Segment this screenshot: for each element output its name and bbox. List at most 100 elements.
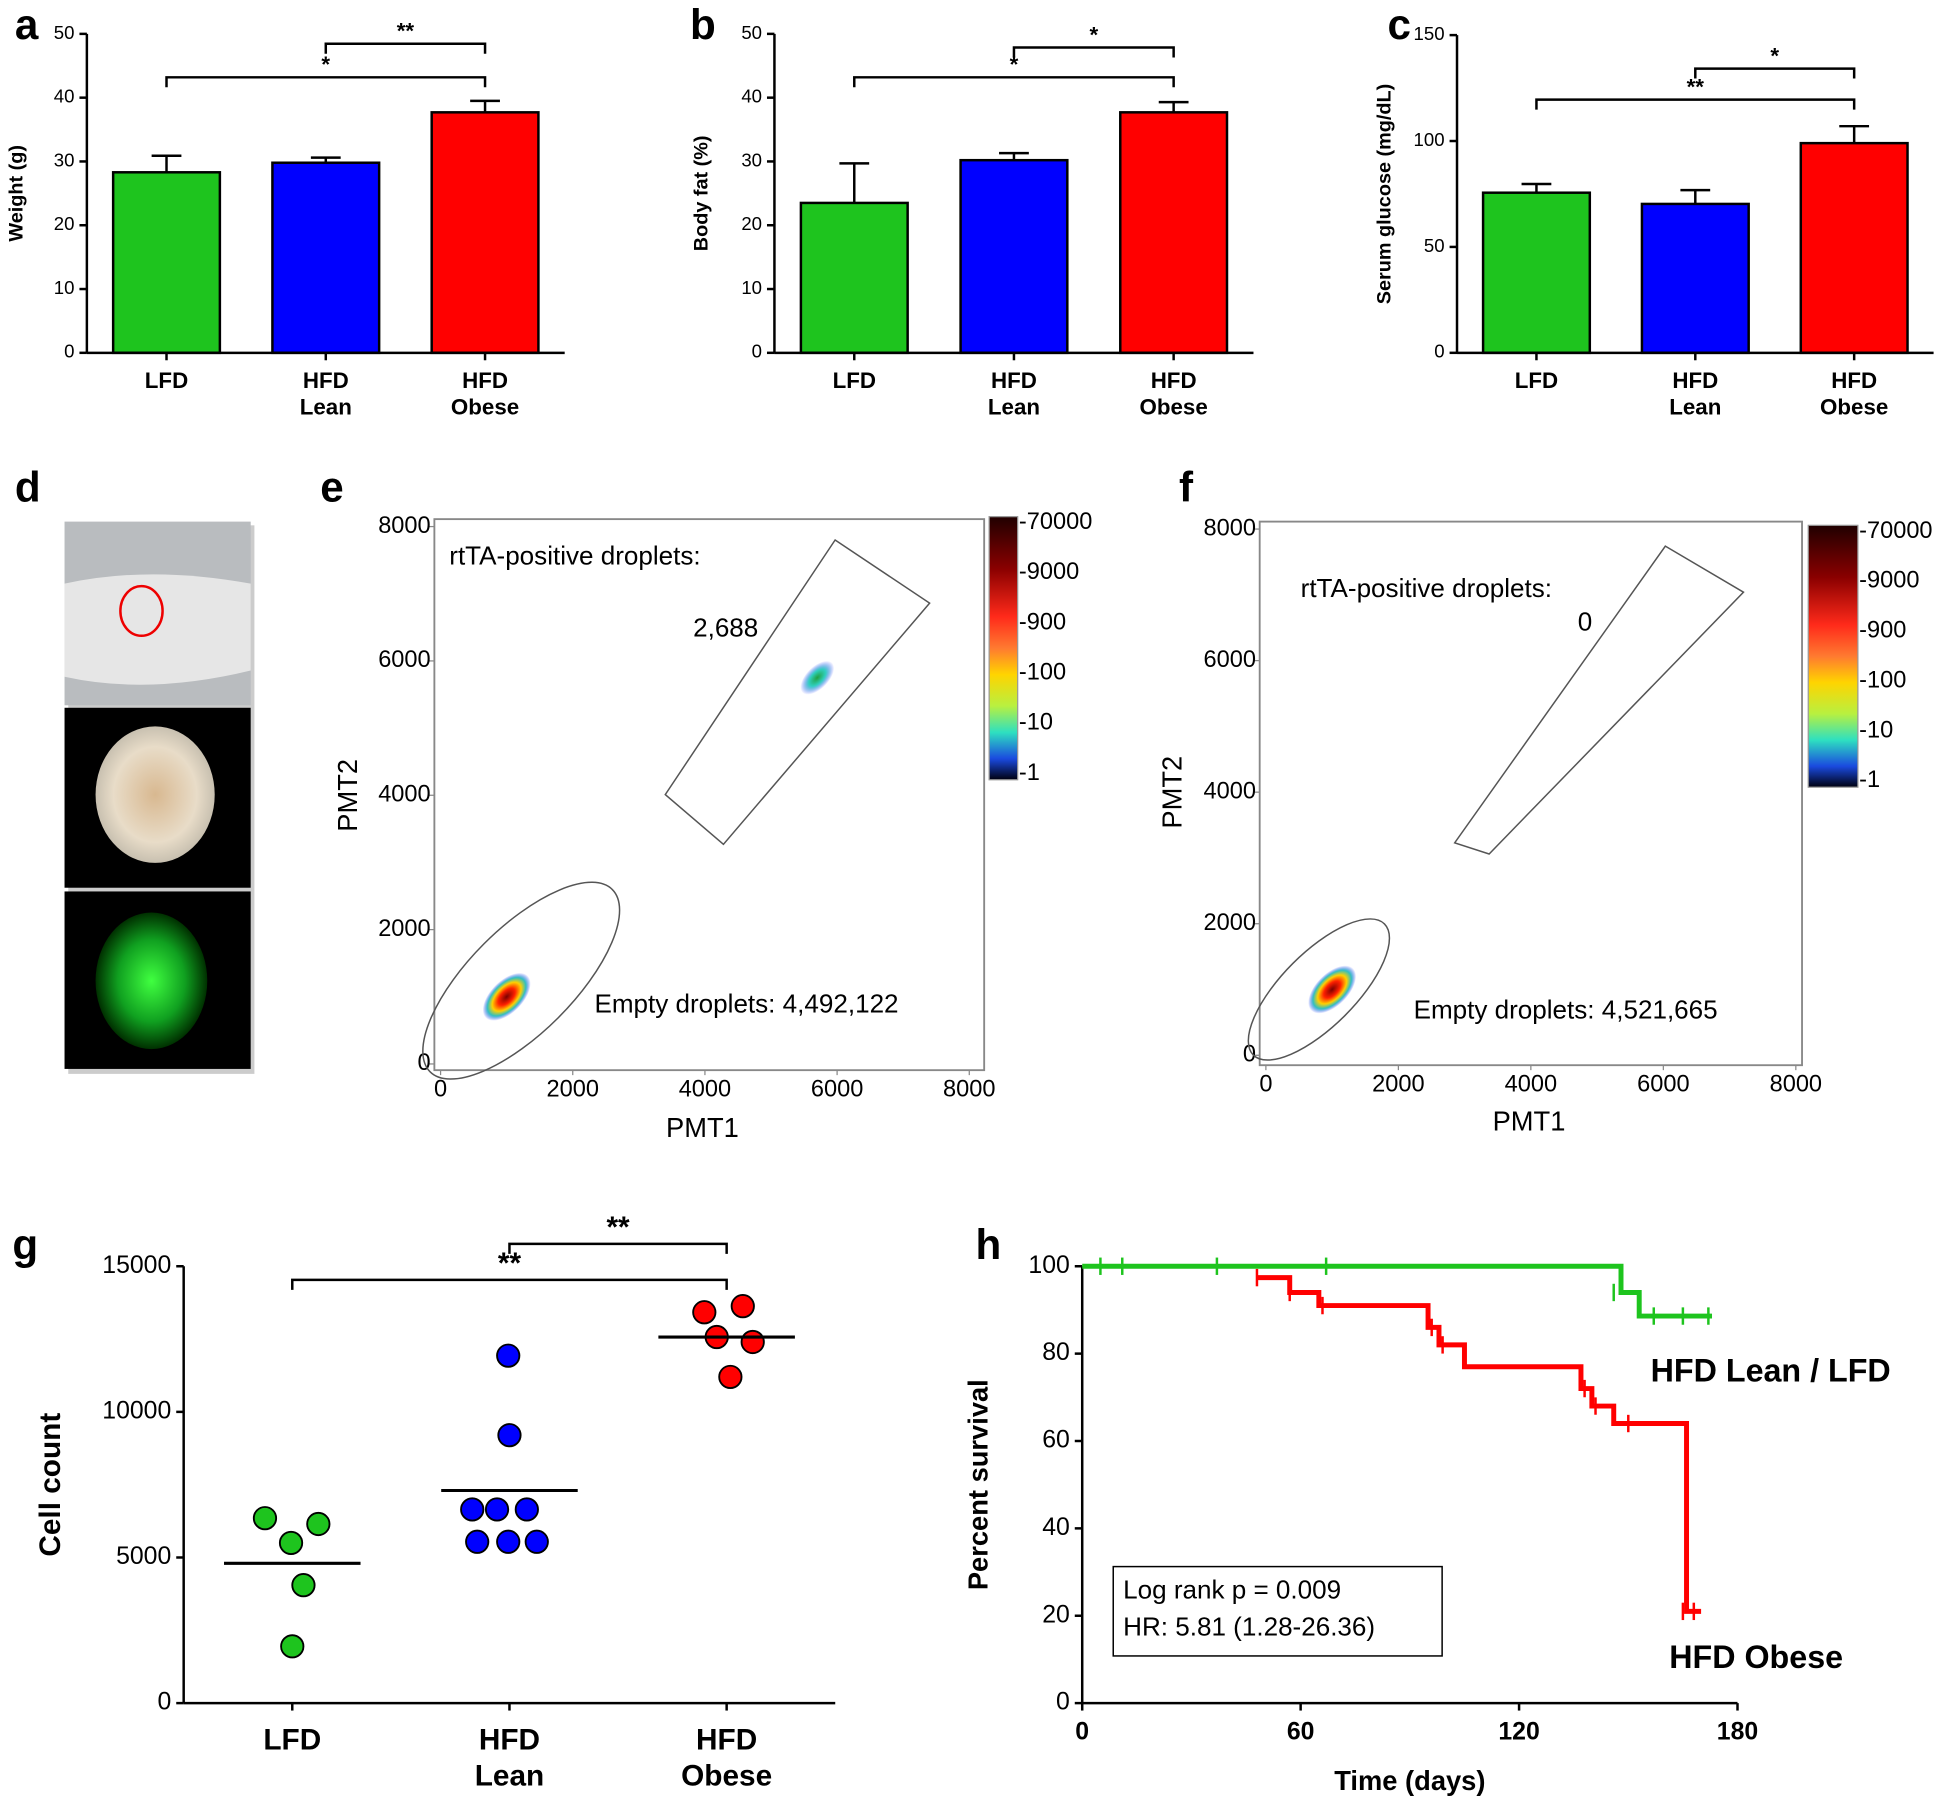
annotation: rtTA-positive droplets: [449,540,700,570]
y-tick-label: 0 [752,341,762,362]
y-axis-label: Cell count [34,1413,67,1557]
point [692,1300,717,1325]
significance-bracket [324,42,487,54]
y-axis-label: PMT2 [332,759,363,832]
x-tick-label: 180 [1717,1718,1758,1745]
y-tick-label: 10 [54,277,75,298]
bar [1640,202,1750,355]
gate-ellipse [1247,918,1391,1061]
x-tick-label: Obese [681,1759,772,1792]
y-tick-label: 10 [741,277,762,298]
point [730,1294,755,1319]
x-tick-label: HFD [696,1724,757,1757]
panel-letter: g [12,1221,38,1268]
point [740,1329,765,1355]
gate [1453,545,1745,855]
survival-line [1256,1275,1702,1614]
point [280,1634,305,1659]
significance-bracket [165,76,487,88]
annotation: 2,688 [693,612,758,642]
annotation: HR: 5.81 (1.28-26.36) [1123,1612,1375,1642]
colorbar-label: -10 [1019,709,1053,735]
x-axis-label: Time (days) [1334,1765,1485,1796]
y-tick-label: 40 [741,86,762,107]
significance-label: * [1770,43,1779,68]
significance-label: * [1010,52,1019,77]
y-tick-label: 0 [64,341,74,362]
x-tick-label: Lean [475,1759,544,1792]
point [460,1497,485,1522]
x-tick-label: HFD [1151,368,1197,393]
colorbar-label: -9000 [1019,558,1079,584]
significance-label: ** [397,19,415,44]
bar [111,171,222,355]
annotation-box [1112,1565,1443,1657]
x-tick-label: HFD [1831,368,1877,393]
x-tick-label: Obese [1140,395,1208,420]
y-tick-label: 6000 [1204,646,1256,672]
y-tick-label: 4000 [1204,777,1256,803]
colorbar [988,516,1019,781]
significance-bracket [1694,67,1856,79]
y-tick-label: 20 [1042,1601,1070,1628]
y-tick-label: 2000 [1204,909,1256,935]
x-tick-label: 4000 [679,1075,731,1101]
panel-letter: b [690,1,716,48]
bar [799,201,909,355]
y-axis-label: PMT2 [1156,756,1187,829]
legend-label: HFD Lean / LFD [1651,1353,1891,1389]
x-tick-label: HFD [479,1724,540,1757]
point [465,1529,490,1554]
y-tick-label: 0 [1243,1041,1256,1067]
colorbar-label: -100 [1019,659,1066,685]
y-tick-label: 8000 [378,512,430,538]
density-cluster [800,660,835,695]
gate-ellipse [422,881,621,1080]
bar [959,158,1069,355]
point [514,1497,539,1522]
bar [271,161,381,355]
image-panel: d [15,464,255,1074]
x-tick-label: Obese [451,395,519,420]
y-tick-label: 0 [1056,1689,1070,1716]
x-tick-label: Lean [1669,395,1721,420]
photo-tissue [64,574,251,685]
y-tick-label: 20 [741,213,762,234]
photo-circle [119,584,164,638]
significance-label: * [321,52,330,77]
y-tick-label: 50 [741,22,762,43]
x-tick-label: 2000 [547,1075,599,1101]
x-tick-label: 4000 [1505,1070,1557,1096]
y-tick-label: 100 [1028,1252,1069,1279]
colorbar-label: -70000 [1019,508,1092,534]
point [497,1423,522,1448]
y-tick-label: 8000 [1204,514,1256,540]
y-axis-label: Percent survival [963,1379,994,1590]
colorbar-label: -900 [1019,608,1066,634]
colorbar-label: -9000 [1859,567,1919,593]
x-tick-label: 0 [1259,1070,1272,1096]
significance-bracket [1535,98,1856,110]
bar [430,111,540,355]
y-tick-label: 150 [1414,23,1445,44]
bar [1119,111,1229,355]
y-axis-label: Weight (g) [6,145,28,242]
x-tick-label: 8000 [1770,1070,1822,1096]
y-axis-label: Serum glucose (mg/dL) [1373,84,1395,305]
colorbar [1807,524,1859,788]
x-tick-label: Lean [300,395,352,420]
y-tick-label: 20 [54,213,75,234]
gate [664,538,931,846]
point [306,1511,331,1537]
x-axis-label: PMT1 [1493,1106,1566,1137]
annotation: 0 [1578,606,1593,636]
y-tick-label: 15000 [102,1252,171,1279]
x-tick-label: HFD [1672,368,1718,393]
photo-gfp [95,912,208,1050]
panel-letter: h [975,1221,1001,1268]
significance-bracket [853,76,1175,88]
significance-label: ** [1687,74,1705,99]
x-tick-label: 6000 [1637,1070,1689,1096]
